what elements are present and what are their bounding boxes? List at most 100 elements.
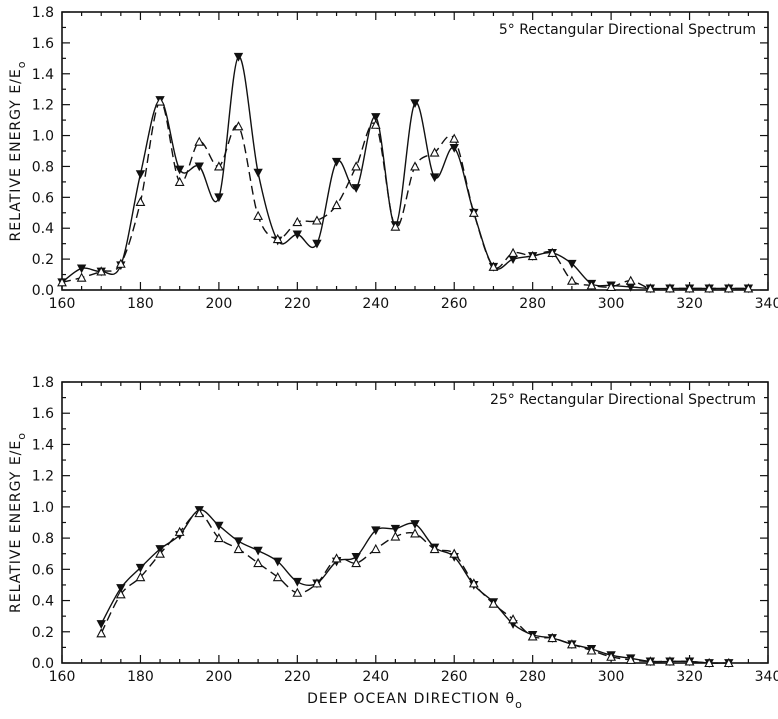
y-tick-label: 0.4 — [32, 221, 54, 237]
data-point-open-triangle — [312, 578, 322, 588]
data-point-open-triangle — [410, 528, 420, 538]
data-point-filled-triangle — [331, 157, 342, 167]
data-point-filled-triangle — [233, 52, 244, 62]
y-tick-label: 0.6 — [32, 562, 54, 578]
data-point-filled-triangle — [292, 230, 303, 240]
data-point-open-triangle — [57, 277, 67, 287]
data-point-open-triangle — [488, 261, 499, 271]
chart-panel-2: 160 180 200 220 240 260 280 300 320 340 0.0 0.2 0.4 0… — [8, 375, 778, 711]
data-point-open-triangle — [312, 215, 322, 225]
y-axis-label: RELATIVE ENERGY E/Eo — [8, 61, 28, 242]
x-tick-label: 220 — [284, 669, 311, 685]
x-tick-label: 300 — [598, 669, 625, 685]
data-point-open-triangle — [665, 656, 675, 666]
data-point-filled-triangle — [233, 537, 244, 547]
data-point-open-triangle — [331, 199, 342, 210]
data-point-open-triangle — [135, 571, 146, 582]
y-tick-label: 0.0 — [32, 283, 54, 299]
chart-title: 5° Rectangular Directional Spectrum — [499, 22, 756, 38]
data-point-open-triangle — [390, 531, 401, 541]
data-point-filled-triangle — [253, 168, 263, 178]
data-point-open-triangle — [606, 651, 617, 661]
data-point-filled-triangle — [135, 170, 146, 180]
data-point-open-triangle — [723, 283, 734, 293]
x-tick-label: 200 — [206, 669, 233, 685]
data-point-open-triangle — [194, 136, 205, 146]
data-point-open-triangle — [76, 272, 87, 282]
y-tick-label: 1.6 — [32, 36, 54, 52]
data-point-filled-triangle — [371, 113, 381, 122]
data-point-filled-triangle — [116, 584, 126, 593]
data-point-filled-triangle — [292, 577, 303, 587]
data-point-open-triangle — [135, 196, 146, 207]
data-point-open-triangle — [684, 656, 695, 666]
x-tick-label: 240 — [362, 669, 389, 685]
data-point-open-triangle — [155, 96, 165, 106]
data-point-open-triangle — [625, 654, 636, 664]
data-point-open-triangle — [174, 176, 185, 186]
y-axis-label-subscript: o — [15, 432, 28, 440]
data-point-open-triangle — [547, 632, 558, 643]
y-tick-label: 0.6 — [32, 190, 54, 206]
data-point-open-triangle — [213, 161, 224, 171]
x-tick-label: 320 — [676, 669, 703, 685]
data-point-open-triangle — [665, 283, 675, 293]
series-line-dashed — [61, 100, 749, 290]
y-tick-label: 1.0 — [32, 129, 54, 145]
data-point-open-triangle — [272, 571, 283, 582]
data-point-open-triangle — [527, 631, 538, 641]
chart-title: 25° Rectangular Directional Spectrum — [490, 392, 756, 408]
data-point-open-triangle — [645, 656, 656, 666]
x-tick-label: 260 — [441, 296, 468, 312]
y-tick-label: 1.4 — [32, 67, 54, 83]
data-point-filled-triangle — [567, 259, 577, 269]
data-point-filled-triangle — [429, 173, 440, 183]
y-tick-label: 0.4 — [32, 594, 54, 610]
x-tick-label: 340 — [755, 296, 778, 312]
data-point-open-triangle — [115, 589, 126, 599]
data-point-filled-triangle — [135, 563, 146, 573]
data-point-open-triangle — [370, 543, 381, 554]
data-point-open-triangle — [508, 247, 518, 257]
data-point-filled-triangle — [96, 620, 106, 629]
data-point-open-triangle — [213, 532, 224, 543]
y-tick-label: 1.6 — [32, 406, 54, 422]
data-point-open-triangle — [743, 283, 754, 293]
x-tick-label: 180 — [127, 669, 154, 685]
data-point-open-triangle — [292, 216, 303, 227]
series-line-solid — [61, 56, 749, 290]
data-point-open-triangle — [174, 526, 185, 536]
data-point-open-triangle — [390, 221, 401, 231]
x-tick-label: 200 — [206, 296, 233, 312]
x-tick-label: 280 — [519, 296, 546, 312]
x-tick-label: 160 — [49, 669, 76, 685]
data-point-open-triangle — [586, 280, 597, 290]
data-point-open-triangle — [429, 147, 440, 157]
data-point-open-triangle — [468, 207, 479, 217]
data-point-open-triangle — [684, 283, 695, 293]
y-axis-label: RELATIVE ENERGY E/Eo — [8, 432, 28, 613]
data-point-open-triangle — [586, 645, 597, 655]
data-point-filled-triangle — [351, 552, 361, 562]
data-point-open-triangle — [351, 557, 362, 568]
data-point-open-triangle — [449, 548, 460, 558]
x-tick-label: 180 — [127, 296, 154, 312]
data-point-open-triangle — [449, 133, 460, 143]
x-tick-label: 280 — [519, 669, 546, 685]
data-point-filled-triangle — [410, 99, 420, 108]
data-point-open-triangle — [233, 543, 244, 554]
data-point-open-triangle — [331, 553, 342, 563]
data-point-open-triangle — [547, 247, 558, 257]
data-point-open-triangle — [723, 657, 734, 668]
data-point-open-triangle — [410, 161, 420, 171]
y-tick-label: 0.2 — [32, 252, 54, 268]
data-point-filled-triangle — [273, 557, 283, 567]
data-point-open-triangle — [488, 598, 499, 608]
y-tick-label: 1.8 — [32, 375, 54, 391]
x-tick-label: 340 — [755, 669, 778, 685]
data-point-open-triangle — [370, 119, 381, 129]
y-tick-label: 0.0 — [32, 656, 54, 672]
data-point-open-triangle — [704, 657, 715, 668]
x-tick-label: 160 — [49, 296, 76, 312]
